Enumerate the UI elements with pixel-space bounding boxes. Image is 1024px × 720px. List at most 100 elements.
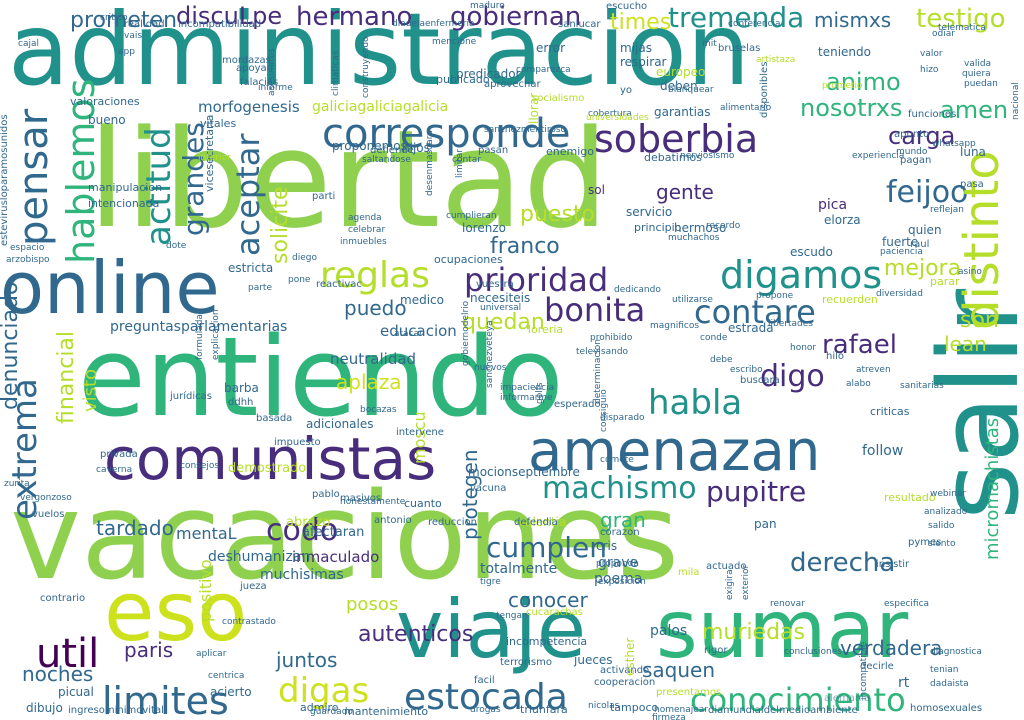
word-admiro: admiro	[300, 701, 339, 714]
word-diamundial: diamundialdelmedioambiente	[708, 705, 858, 716]
word-eso: eso	[104, 565, 248, 660]
word-cajal: cajal	[18, 39, 39, 49]
word-atreven: atreven	[856, 365, 891, 375]
word-europeo: europeo	[656, 65, 706, 79]
word-teniendo: teniendo	[818, 45, 871, 59]
word-sanchezmentiroso: sanchezmentiroso	[484, 125, 567, 135]
word-climaticas: climaticas	[331, 50, 341, 96]
word-realidad: realidad	[124, 19, 165, 30]
word-interior: interior	[198, 153, 231, 163]
word-informarme: informarme	[500, 393, 553, 403]
word-mejora: mejora	[884, 256, 962, 281]
word-juridicas: jurídicas	[170, 391, 212, 402]
word-vitales: vitales	[200, 117, 237, 130]
word-conocimiento: conocimiento	[690, 681, 906, 719]
word-rt: rt	[898, 675, 910, 691]
word-reactivac: reactivac	[316, 279, 362, 290]
word-habla: habla	[648, 383, 743, 423]
word-proponemos: proponemos	[332, 139, 407, 153]
word-totalmente: totalmente	[480, 561, 558, 577]
word-renovar: renovar	[770, 599, 805, 609]
word-luna: luna	[960, 145, 986, 159]
word-mit: mit	[702, 39, 717, 49]
word-artistaza: artistaza	[756, 55, 796, 65]
word-debatimos: debatimos	[644, 151, 703, 164]
word-mocionseptiembre: mocionseptiembre	[468, 465, 580, 479]
word-mental: mentaL	[176, 524, 237, 543]
word-mijas: mijas	[620, 41, 652, 55]
word-defendia: defendia	[514, 517, 558, 528]
word-desenmascara: desenmascara	[425, 130, 435, 196]
word-cucarachas: cucarachas	[526, 607, 583, 618]
word-parte: parte	[248, 283, 272, 293]
word-universal: universal	[480, 303, 522, 313]
word-alabo: alabo	[846, 379, 871, 389]
word-amenazan: amenazan	[528, 419, 821, 484]
word-consiguio: consiguio	[599, 389, 609, 432]
word-incompatibilidad: incompatibilidad	[178, 19, 262, 30]
word-digas: digas	[278, 671, 370, 711]
word-honor: honor	[790, 343, 817, 353]
word-vais: vais	[124, 31, 143, 41]
word-nuevos: nuevos	[474, 363, 507, 373]
word-actuado: actuado	[706, 561, 747, 572]
word-esperado: esperado	[554, 399, 601, 410]
word-pasan: pasan	[478, 145, 509, 156]
word-lean: lean	[944, 332, 987, 356]
word-pupitre: pupitre	[706, 475, 807, 508]
word-blanquear: blanquear	[668, 85, 714, 95]
word-gobiernodelrio: gobiernodelrio	[461, 300, 471, 366]
word-tigre: tigre	[480, 577, 501, 587]
word-ocupaciones: ocupaciones	[434, 253, 503, 266]
word-abrazo: abrazo	[286, 515, 331, 530]
word-disparado: disparado	[600, 413, 645, 423]
word-respirar: respirar	[620, 55, 667, 69]
word-aplicar: aplicar	[196, 649, 227, 659]
word-noches: noches	[22, 662, 94, 686]
word-corazon: corazon	[600, 527, 640, 538]
word-fuerte: fuerte	[882, 235, 919, 249]
word-ingresominimovital: ingresominimovital	[68, 705, 164, 716]
word-proponda: proponda	[596, 559, 639, 569]
word-corresponde: corresponde	[322, 111, 571, 157]
word-pymes: pymes	[908, 537, 942, 548]
word-picual: picual	[58, 685, 94, 699]
word-puedan: puedan	[964, 79, 998, 89]
word-paris: paris	[124, 638, 174, 662]
word-pica: pica	[818, 197, 848, 213]
word-masivos: masivos	[340, 493, 382, 504]
word-lloreria: loreria	[528, 323, 564, 336]
word-exposicion: exposicion	[598, 577, 646, 587]
word-vuestra: vuestra	[476, 279, 514, 290]
word-conde: conde	[700, 333, 728, 343]
word-activando: activando	[600, 665, 650, 676]
word-poema: poema	[594, 571, 643, 587]
word-webinar: webinar	[930, 489, 967, 499]
word-visto: visto	[80, 368, 101, 412]
word-guardado: guardado	[310, 707, 353, 717]
word-parti: parti	[312, 191, 336, 202]
word-conclusiones: conclusiones	[784, 647, 842, 657]
word-testigo: testigo	[916, 4, 1006, 34]
word-dote: dote	[166, 241, 187, 251]
word-paciencia: paciencia	[880, 247, 923, 257]
word-vacaciones: vacaciones	[10, 468, 680, 607]
word-verdadera: verdadera	[840, 636, 943, 660]
word-palos: palos	[650, 623, 688, 639]
word-maduro: maduro	[470, 1, 505, 11]
word-vergonzoso: vergonzoso	[20, 493, 72, 503]
word-universidades: universidades	[586, 113, 649, 123]
word-solicite: solicite	[268, 186, 293, 264]
word-zurita: zurita	[4, 479, 30, 489]
word-tampoco: tampoco	[610, 701, 659, 714]
word-mundo: mundo	[896, 147, 928, 157]
word-garantias: garantias	[654, 105, 711, 119]
word-homosexuales: homosexuales	[910, 703, 983, 714]
word-incompetencia: incompetencia	[506, 635, 588, 648]
word-mantenimiento: mantenimiento	[344, 705, 429, 718]
word-servicio: servicio	[626, 205, 673, 219]
word-alemania: alemania	[824, 693, 871, 704]
word-digo: digo	[760, 359, 825, 394]
word-estocada: estocada	[404, 677, 568, 718]
word-firmeza: firmeza	[652, 713, 686, 720]
